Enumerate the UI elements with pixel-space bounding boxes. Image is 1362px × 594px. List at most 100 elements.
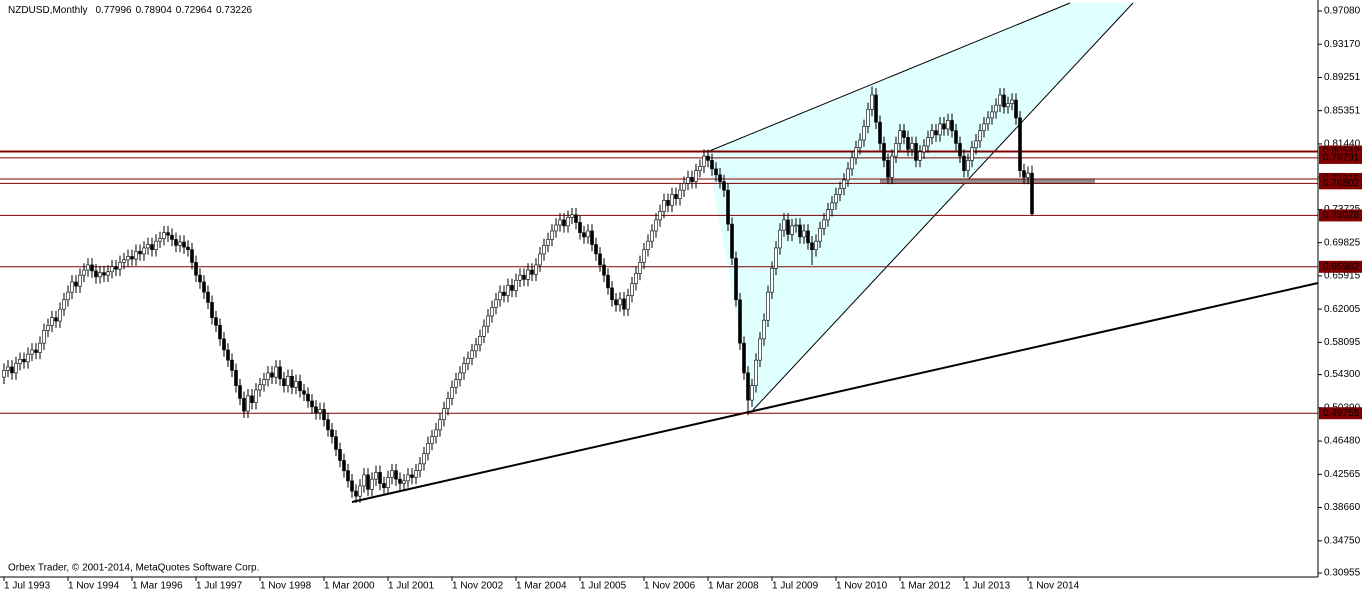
candle-body xyxy=(142,247,146,255)
y-tick-label: 0.54300 xyxy=(1324,369,1361,380)
level-label: 0.66982 xyxy=(1323,261,1360,272)
candle-body xyxy=(678,189,682,199)
candle-body xyxy=(170,234,174,240)
candle-body xyxy=(838,188,842,195)
candle-body xyxy=(118,262,122,270)
candle-body xyxy=(158,238,162,242)
candle-body xyxy=(466,358,470,364)
candle-body xyxy=(354,490,358,497)
candles xyxy=(2,86,1034,503)
candle-body xyxy=(1006,103,1010,108)
candle-body xyxy=(418,463,422,471)
candle-body xyxy=(718,174,722,182)
candle-body xyxy=(1030,172,1034,215)
candle-body xyxy=(430,436,434,444)
candle-body xyxy=(1014,99,1018,119)
candle-body xyxy=(814,240,818,250)
candle-body xyxy=(378,472,382,484)
candle-body xyxy=(674,194,678,199)
candle-body xyxy=(850,157,854,170)
candle-body xyxy=(930,130,934,138)
candle-body xyxy=(910,143,914,150)
candle-body xyxy=(974,140,978,148)
candle-body xyxy=(458,372,462,381)
candle-body xyxy=(642,249,646,263)
x-tick-label: 1 Nov 1998 xyxy=(260,581,312,592)
candle-body xyxy=(834,194,838,204)
candle-body xyxy=(926,137,930,147)
candle-body xyxy=(454,379,458,388)
level-label-bg xyxy=(1319,177,1362,190)
candle-body xyxy=(762,319,766,340)
candle-body xyxy=(30,349,34,355)
candle-body xyxy=(134,251,138,260)
candle-body xyxy=(530,269,534,275)
candle-body xyxy=(914,143,918,161)
candle-body xyxy=(730,223,734,259)
candle-body xyxy=(270,372,274,378)
candle-body xyxy=(758,338,762,361)
candle-body xyxy=(662,200,666,212)
candle-body xyxy=(682,183,686,191)
candle-body xyxy=(962,155,966,171)
candle-body xyxy=(62,299,66,310)
candle-body xyxy=(634,273,638,284)
candle-body xyxy=(86,264,90,271)
high: 0.78904 xyxy=(136,5,173,16)
level-label: 0.76802 xyxy=(1323,178,1360,189)
candle-body xyxy=(1018,117,1022,171)
candle-body xyxy=(550,230,554,240)
candle-body xyxy=(526,269,530,280)
candle-body xyxy=(742,342,746,374)
candle-body xyxy=(82,269,86,276)
candle-body xyxy=(786,219,790,235)
candle-body xyxy=(478,336,482,346)
y-tick-label: 0.85351 xyxy=(1324,105,1361,116)
candle-body xyxy=(874,94,878,123)
candle-body xyxy=(482,325,486,337)
candle-body xyxy=(138,251,142,255)
candle-body xyxy=(474,344,478,352)
y-tick-label: 0.30955 xyxy=(1324,568,1361,579)
candle-body xyxy=(442,408,446,420)
candle-body xyxy=(998,94,1002,106)
level-label: 0.49755 xyxy=(1323,408,1360,419)
candle-body xyxy=(842,179,846,189)
candle-body xyxy=(514,279,518,291)
candle-body xyxy=(602,264,606,276)
candle-body xyxy=(590,230,594,245)
candle-body xyxy=(610,287,614,301)
x-tick-label: 1 Mar 2012 xyxy=(900,581,951,592)
x-tick-label: 1 Nov 2006 xyxy=(644,581,696,592)
range-bar xyxy=(880,179,1095,184)
candle-body xyxy=(698,166,702,171)
candle-body xyxy=(766,291,770,321)
candle-body xyxy=(238,385,242,399)
candle-body xyxy=(898,130,902,144)
level-labels: 0.805420.797910.773160.768020.730280.669… xyxy=(1319,145,1362,420)
candle-body xyxy=(58,308,62,322)
candle-body xyxy=(574,214,578,223)
y-tick-label: 0.62005 xyxy=(1324,304,1361,315)
x-tick-label: 1 Jul 1993 xyxy=(4,581,51,592)
candle-body xyxy=(830,202,834,211)
candle-body xyxy=(198,274,202,283)
candle-body xyxy=(114,266,118,270)
candle-body xyxy=(578,222,582,233)
candle-body xyxy=(42,330,46,344)
candle-body xyxy=(366,474,370,490)
candle-body xyxy=(686,177,690,184)
candle-body xyxy=(506,285,510,296)
x-tick-label: 1 Nov 1994 xyxy=(68,581,120,592)
candle-body xyxy=(298,381,302,392)
candle-body xyxy=(334,436,338,450)
open: 0.77996 xyxy=(95,5,132,16)
candle-body xyxy=(970,147,974,161)
level-label-bg xyxy=(1319,407,1362,420)
candle-body xyxy=(6,366,10,371)
candle-body xyxy=(958,143,962,157)
candle-body xyxy=(1022,170,1026,178)
candle-body xyxy=(242,398,246,412)
candle-body xyxy=(630,283,634,296)
